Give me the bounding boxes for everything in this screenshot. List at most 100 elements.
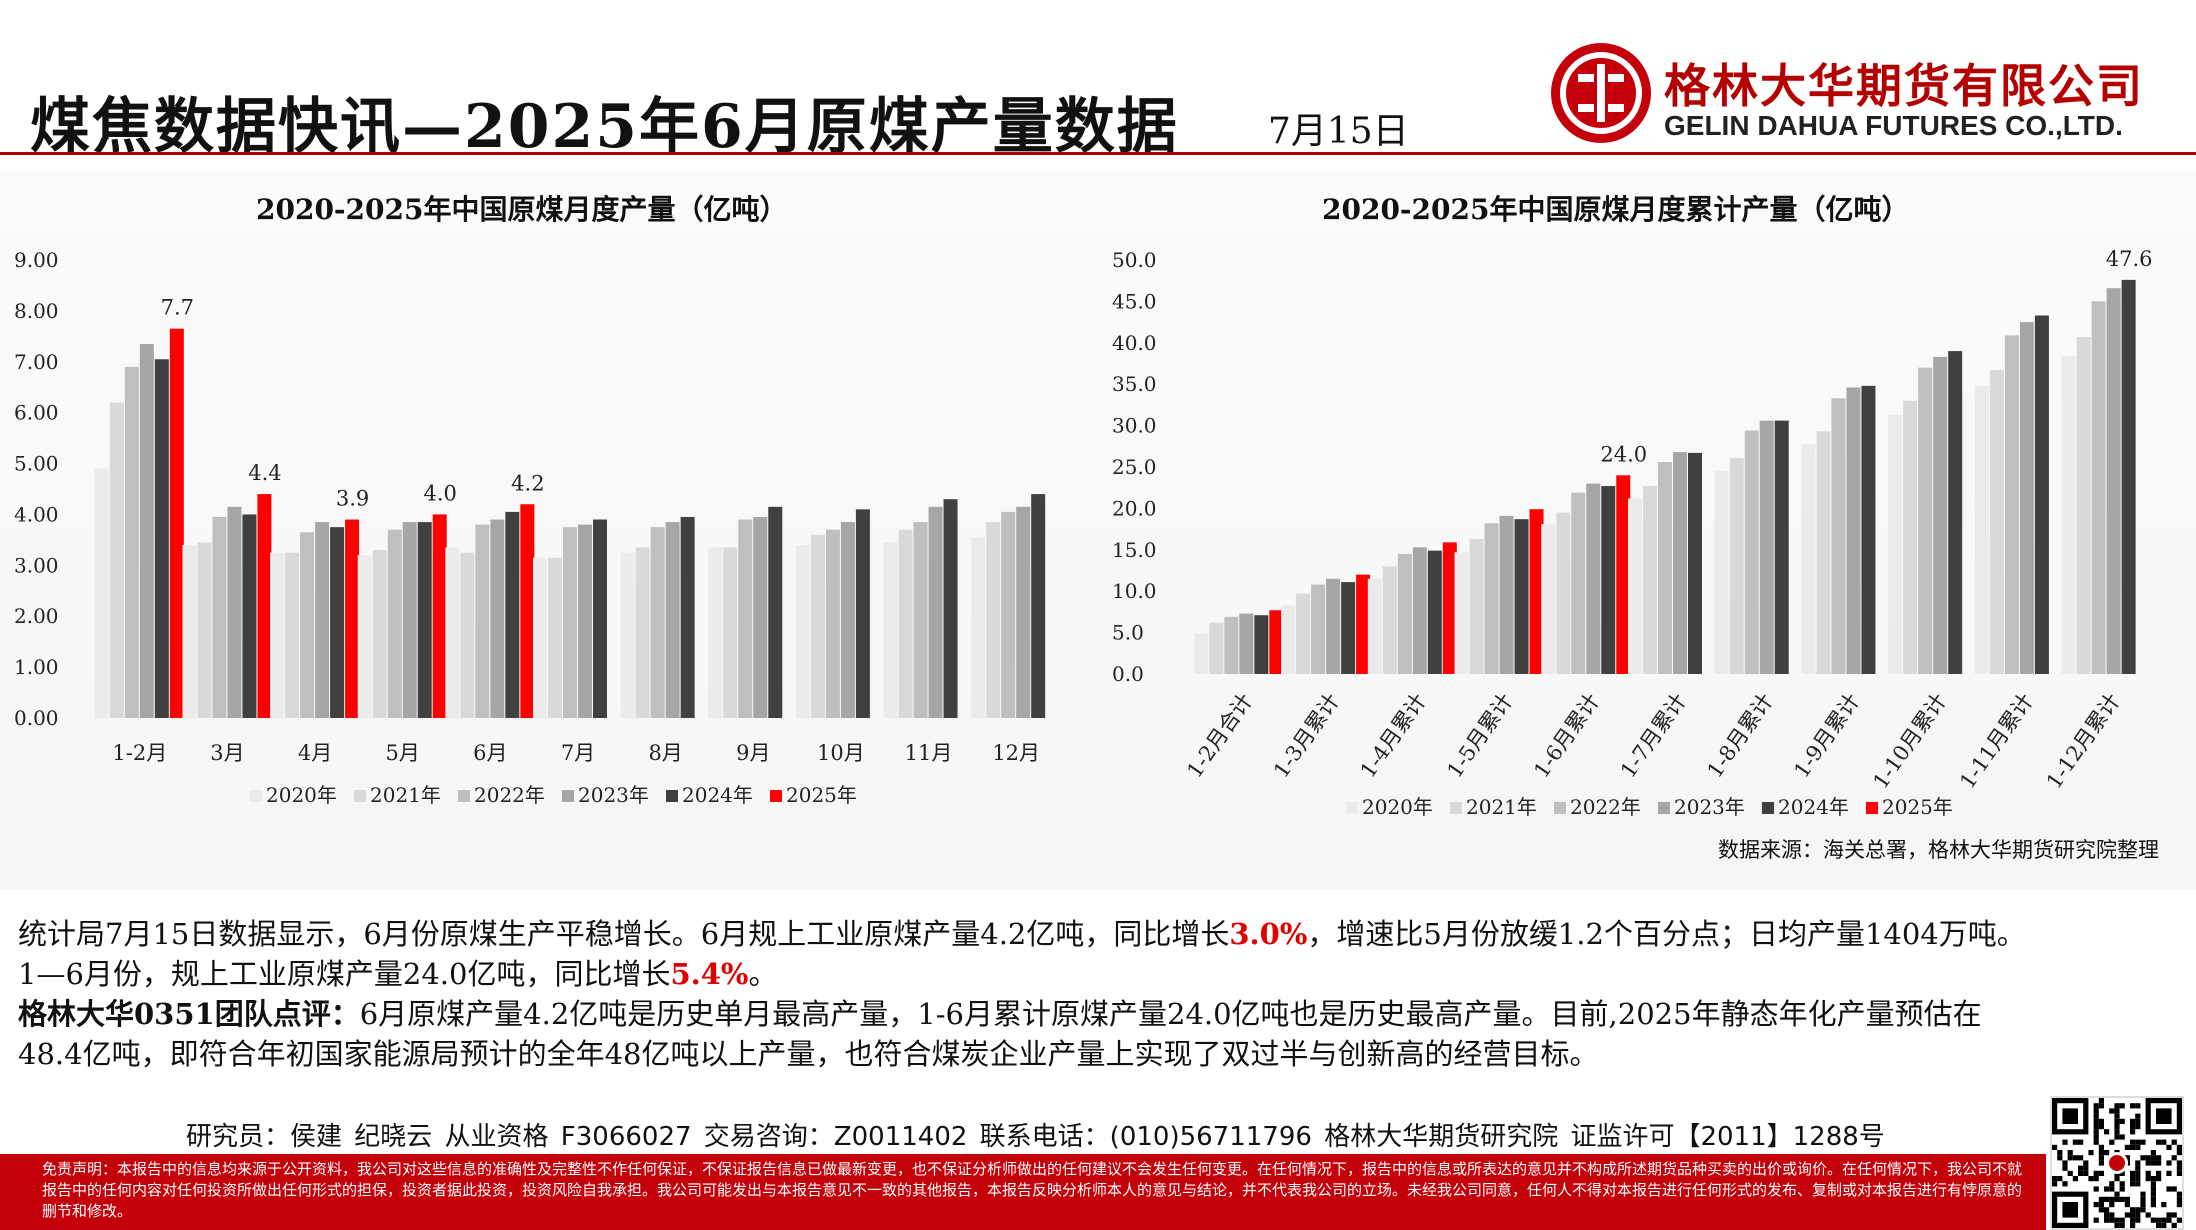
- bar-2020年-1-7月累计: [1628, 498, 1642, 674]
- bar-2020年-1-9月累计: [1801, 443, 1816, 674]
- bar-2025年-1-3月累计: [1356, 574, 1371, 674]
- bar-2023年-12月: [1016, 506, 1031, 718]
- bar-2023年-10月: [840, 522, 855, 718]
- bar-2023年-1-6月累计: [1586, 483, 1601, 674]
- x-tick-label: 1-3月累计: [1269, 689, 1344, 782]
- bar-2021年-1-11月累计: [1989, 370, 2004, 674]
- bar-2023年-1-2月: [139, 343, 154, 718]
- bar-2025年-4月: [345, 519, 360, 718]
- y-tick-label: 40.0: [1112, 331, 1157, 355]
- legend-swatch: [1346, 802, 1358, 814]
- chart1-title: 2020-2025年中国原煤月度产量（亿吨）: [256, 193, 788, 226]
- bar-2022年-3月: [212, 516, 227, 718]
- bar-2020年-12月: [971, 537, 986, 718]
- bar-2025年-1-5月累计: [1529, 509, 1544, 674]
- page-title: 煤焦数据快讯—2025年6月原煤产量数据: [30, 92, 1179, 162]
- x-tick-label: 1-2月: [112, 741, 167, 765]
- legend-label: 2023年: [1674, 795, 1745, 819]
- bar-2024年-4月: [330, 527, 345, 718]
- bar-2022年-1-3月累计: [1311, 584, 1326, 674]
- chart2-cumulative-output: 0.0 5.0 10.0 15.0 20.0 25.0 30.0 35.0 40.0 45.0 50…: [1112, 247, 2153, 819]
- x-tick-label: 9月: [736, 741, 770, 765]
- bar-2021年-1-5月累计: [1469, 539, 1484, 674]
- bar-2024年-1-4月累计: [1427, 550, 1442, 674]
- bar-2023年-1-11月累计: [2019, 322, 2034, 674]
- x-tick-label: 1-9月累计: [1789, 689, 1864, 782]
- y-tick-label: 20.0: [1112, 496, 1157, 520]
- bar-2021年-9月: [723, 547, 738, 718]
- legend-label: 2024年: [682, 783, 753, 807]
- x-tick-label: 1-8月累计: [1703, 689, 1778, 782]
- bar-2023年-1-4月累计: [1412, 547, 1427, 674]
- company-name-cn: 格林大华期货有限公司: [1664, 59, 2144, 113]
- legend-swatch: [770, 790, 782, 802]
- bar-2023年-1-10月累计: [1933, 356, 1948, 674]
- bar-2023年-6月: [490, 519, 505, 718]
- x-tick-label: 12月: [992, 741, 1040, 765]
- bar-2020年-9月: [708, 547, 723, 718]
- bar-2024年-11月: [943, 499, 958, 718]
- y-tick-label: 30.0: [1112, 414, 1157, 438]
- bar-2020年-1-6月累计: [1541, 524, 1556, 674]
- bar-2020年-7月: [533, 557, 547, 718]
- bar-2023年-1-7月累计: [1673, 452, 1687, 674]
- bar-2020年-1-8月累计: [1714, 471, 1729, 674]
- x-tick-label: 7月: [561, 741, 595, 765]
- bar-2020年-1-2月: [94, 468, 109, 718]
- bar-2024年-8月: [680, 516, 695, 718]
- x-tick-label: 6月: [473, 741, 507, 765]
- disclaimer-banner: 免责声明：本报告中的信息均来源于公开资料，我公司对这些信息的准确性及完整性不作任…: [0, 1154, 2046, 1230]
- commentary-text: 1—6月份，规上工业原煤产量24.0亿吨，同比增长: [18, 957, 671, 991]
- data-label: 4.0: [424, 481, 457, 505]
- commentary-text: 6月原煤产量4.2亿吨是历史单月最高产量，1-6月累计原煤产量24.0亿吨也是历…: [359, 997, 1982, 1031]
- bar-2021年-4月: [285, 552, 300, 718]
- y-tick-label: 50.0: [1112, 248, 1157, 272]
- bar-2020年-1-5月累计: [1454, 552, 1469, 674]
- legend-label: 2022年: [474, 783, 545, 807]
- bar-2020年-1-2月合计: [1194, 633, 1209, 674]
- y-tick-label: 3.00: [14, 553, 59, 577]
- legend-swatch: [1866, 802, 1878, 814]
- legend-label: 2020年: [266, 783, 337, 807]
- bar-2024年-1-7月累计: [1688, 452, 1702, 674]
- bar-2024年-1-2月: [154, 359, 169, 718]
- y-tick-label: 45.0: [1112, 289, 1157, 313]
- bar-2021年-1-4月累计: [1382, 566, 1397, 674]
- y-tick-label: 2.00: [14, 604, 59, 628]
- y-tick-label: 5.00: [14, 452, 59, 476]
- bar-2021年-10月: [810, 534, 825, 718]
- x-tick-label: 4月: [298, 741, 332, 765]
- legend-swatch: [458, 790, 470, 802]
- bar-2025年-1-4月累计: [1442, 542, 1457, 674]
- legend-swatch: [250, 790, 262, 802]
- bar-2024年-1-3月累计: [1341, 582, 1356, 674]
- bar-2020年-4月: [270, 552, 285, 718]
- y-tick-label: 9.00: [14, 248, 59, 272]
- commentary-line-3: 格林大华0351团队点评：6月原煤产量4.2亿吨是历史单月最高产量，1-6月累计…: [18, 994, 2183, 1034]
- commentary-text: 。: [748, 957, 778, 991]
- report-date: 7月15日: [1268, 111, 1409, 152]
- bar-2023年-1-2月合计: [1239, 613, 1254, 674]
- x-tick-label: 3月: [210, 741, 244, 765]
- chart1-monthly-output: 0.00 1.00 2.00 3.00 4.00 5.00 6.00 7.00 8.00 9.00…: [14, 248, 1046, 807]
- bar-2020年-5月: [357, 555, 372, 718]
- commentary-line-1: 统计局7月15日数据显示，6月份原煤生产平稳增长。6月规上工业原煤产量4.2亿吨…: [18, 914, 2183, 954]
- bar-2022年-12月: [1001, 511, 1016, 718]
- y-tick-label: 15.0: [1112, 538, 1157, 562]
- bar-2021年-1-7月累计: [1643, 486, 1657, 674]
- bar-2020年-11月: [883, 542, 898, 718]
- x-tick-label: 11月: [905, 741, 953, 765]
- bar-2024年-10月: [855, 509, 870, 718]
- qr-code-icon: [2050, 1096, 2184, 1230]
- bar-2024年-1-12月累计: [2121, 279, 2136, 674]
- bar-2024年-7月: [593, 519, 607, 718]
- bar-2021年-6月: [460, 552, 475, 718]
- legend-label: 2020年: [1362, 795, 1433, 819]
- y-tick-label: 25.0: [1112, 455, 1157, 479]
- bar-2024年-6月: [505, 511, 520, 718]
- legend-swatch: [1762, 802, 1774, 814]
- x-tick-label: 5月: [386, 741, 420, 765]
- commentary-text: 统计局7月15日数据显示，6月份原煤生产平稳增长。6月规上工业原煤产量4.2亿吨…: [18, 917, 1230, 951]
- bar-2021年-11月: [898, 529, 913, 718]
- bar-2024年-1-5月累计: [1514, 519, 1529, 674]
